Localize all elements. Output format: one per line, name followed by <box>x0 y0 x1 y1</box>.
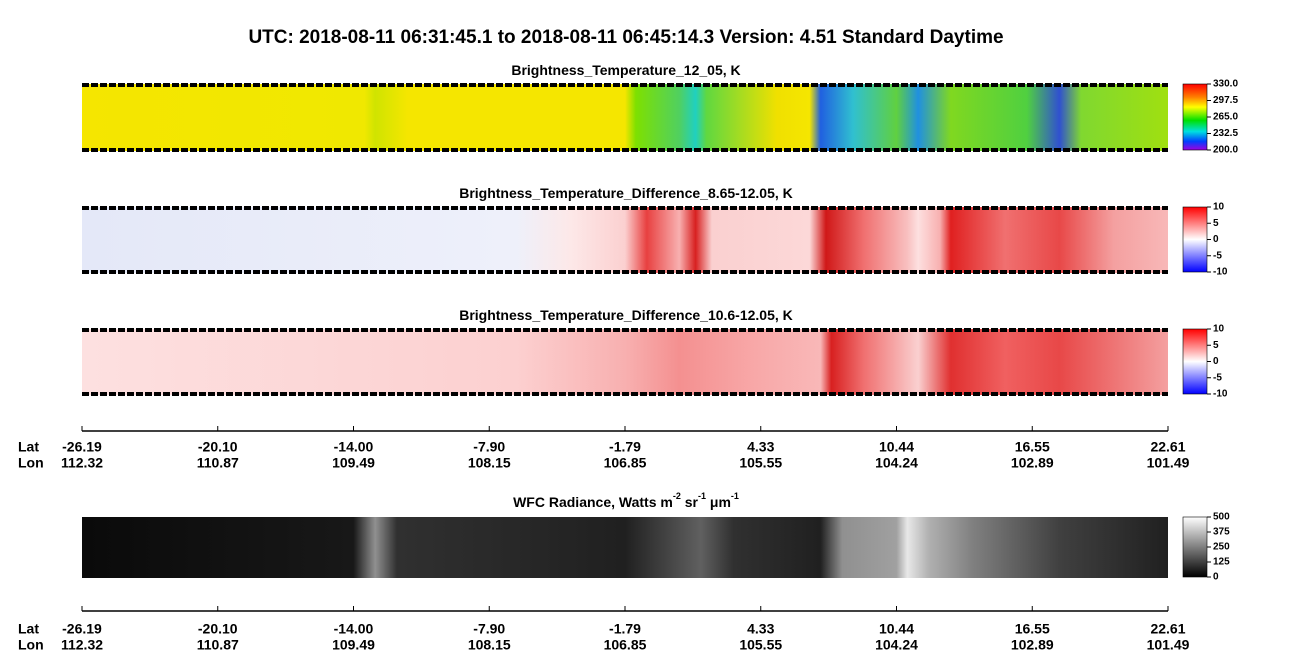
lon-label: Lon <box>18 455 44 471</box>
panel-title: Brightness_Temperature_Difference_10.6-1… <box>459 307 793 323</box>
lat-tick-label: -7.90 <box>473 621 505 637</box>
lon-tick-label: 112.32 <box>61 637 103 653</box>
lat-tick-label: -1.79 <box>609 439 641 455</box>
lat-tick-label: -26.19 <box>62 621 102 637</box>
lon-tick-label: 104.24 <box>875 455 918 471</box>
colorbar-label: -5 <box>1213 250 1222 261</box>
colorbar-label: 0 <box>1213 234 1219 245</box>
colorbar-label: 0 <box>1213 572 1219 583</box>
lon-tick-label: 101.49 <box>1147 455 1190 471</box>
lon-tick-label: 112.32 <box>61 455 103 471</box>
colorbar-label: -10 <box>1213 267 1228 278</box>
lat-tick-label: 4.33 <box>747 439 774 455</box>
title-part: Brightness_Temperature_Difference_10.6-1… <box>459 307 793 323</box>
lat-tick-label: 4.33 <box>747 621 774 637</box>
lat-tick-label: 10.44 <box>879 621 914 637</box>
title-part: μm <box>706 494 731 510</box>
colorbar <box>1182 83 1208 151</box>
lon-tick-label: 109.49 <box>332 455 375 471</box>
lat-tick-label: -20.10 <box>198 439 238 455</box>
colorbar-label: 375 <box>1213 527 1230 538</box>
colorbar-label: 0 <box>1213 356 1219 367</box>
image-panel <box>82 207 1168 273</box>
title-part: Brightness_Temperature_12_05, K <box>511 62 740 78</box>
colorbar-label: 330.0 <box>1213 79 1238 90</box>
colorbar-label: -10 <box>1213 389 1228 400</box>
lon-tick-label: 106.85 <box>604 637 647 653</box>
colorbar <box>1182 328 1208 395</box>
lon-tick-label: 110.87 <box>197 455 239 471</box>
colorbar-label: 10 <box>1213 202 1225 213</box>
panel-title: WFC Radiance, Watts m-2 sr-1 μm-1 <box>513 491 739 509</box>
title-superscript: -2 <box>673 491 681 501</box>
lat-tick-label: -20.10 <box>198 621 238 637</box>
title-superscript: -1 <box>698 491 706 501</box>
lon-tick-label: 102.89 <box>1011 455 1054 471</box>
colorbar-label: -5 <box>1213 372 1222 383</box>
title-part: sr <box>681 494 699 510</box>
image-panel <box>82 517 1168 578</box>
colorbar-label: 500 <box>1213 512 1230 523</box>
colorbar-label: 265.0 <box>1213 112 1238 123</box>
lat-label: Lat <box>18 439 39 455</box>
lon-tick-label: 105.55 <box>739 455 782 471</box>
image-panel <box>82 84 1168 151</box>
lat-tick-label: -1.79 <box>609 621 641 637</box>
lat-tick-label: 22.61 <box>1150 621 1185 637</box>
lat-tick-label: 22.61 <box>1150 439 1185 455</box>
lat-tick-label: 16.55 <box>1015 621 1050 637</box>
colorbar-label: 125 <box>1213 557 1230 568</box>
lon-tick-label: 109.49 <box>332 637 375 653</box>
colorbar-label: 10 <box>1213 324 1225 335</box>
lon-tick-label: 105.55 <box>739 637 782 653</box>
colorbar-label: 250 <box>1213 542 1230 553</box>
colorbar-label: 200.0 <box>1213 145 1238 156</box>
title-part: Brightness_Temperature_Difference_8.65-1… <box>459 185 793 201</box>
lon-tick-label: 102.89 <box>1011 637 1054 653</box>
colorbar-label: 297.5 <box>1213 95 1238 106</box>
panel-title: Brightness_Temperature_12_05, K <box>511 62 740 78</box>
lon-tick-label: 104.24 <box>875 637 918 653</box>
lat-tick-label: -14.00 <box>334 439 374 455</box>
lat-tick-label: -14.00 <box>334 621 374 637</box>
lon-tick-label: 108.15 <box>468 637 511 653</box>
title-part: WFC Radiance, Watts m <box>513 494 673 510</box>
lon-label: Lon <box>18 637 44 653</box>
title-superscript: -1 <box>731 491 739 501</box>
lat-tick-label: -7.90 <box>473 439 505 455</box>
panel-title: Brightness_Temperature_Difference_8.65-1… <box>459 185 793 201</box>
lat-tick-label: 16.55 <box>1015 439 1050 455</box>
colorbar-label: 5 <box>1213 218 1219 229</box>
lon-tick-label: 108.15 <box>468 455 511 471</box>
lat-tick-label: 10.44 <box>879 439 914 455</box>
colorbar-label: 232.5 <box>1213 128 1238 139</box>
colorbar <box>1182 206 1208 273</box>
lon-tick-label: 101.49 <box>1147 637 1190 653</box>
figure-title: UTC: 2018-08-11 06:31:45.1 to 2018-08-11… <box>248 27 1003 48</box>
lat-label: Lat <box>18 621 39 637</box>
lat-tick-label: -26.19 <box>62 439 102 455</box>
colorbar-label: 5 <box>1213 340 1219 351</box>
colorbar <box>1182 516 1208 578</box>
image-panel <box>82 329 1168 395</box>
lon-tick-label: 106.85 <box>604 455 647 471</box>
lon-tick-label: 110.87 <box>197 637 239 653</box>
